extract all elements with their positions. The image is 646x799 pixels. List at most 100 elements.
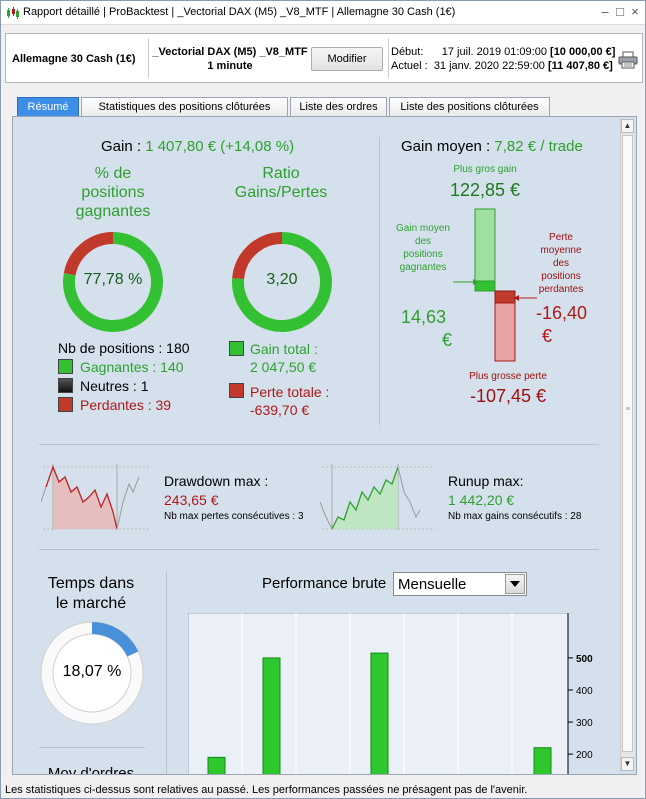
strategy-info: _Vectorial DAX (M5) _V8_MTF 1 minute: [150, 45, 310, 73]
disclaimer: Les statistiques ci-dessus sont relative…: [5, 784, 528, 796]
avg-loss-amount: -16,40: [536, 303, 588, 323]
avg-gain-amount: 14,63: [401, 307, 447, 327]
perte-totale-label: Perte totale :: [250, 384, 330, 400]
avg-gain-label: Gain moyen :: [401, 138, 491, 155]
gain-header: Gain : 1 407,80 € (+14,08 %): [101, 138, 294, 155]
nb-positions: Nb de positions : 180: [58, 340, 190, 356]
summary-panel: Gain : 1 407,80 € (+14,08 %) % de positi…: [12, 116, 637, 775]
y-tick-label: 500: [576, 654, 593, 665]
neutral-swatch: [58, 378, 73, 393]
gain-total-swatch: [229, 341, 244, 356]
tab-liste-ordres[interactable]: Liste des ordres: [290, 97, 387, 116]
scroll-up-icon[interactable]: ▲: [621, 119, 634, 133]
y-tick-label: 300: [576, 718, 593, 729]
time-in-market-donut: [40, 621, 144, 725]
avg-gain-value: 7,82 € / trade: [494, 138, 583, 155]
drawdown-label: Drawdown max :: [164, 473, 269, 489]
tab-statistiques[interactable]: Statistiques des positions clôturées: [81, 97, 288, 116]
gain-value: 1 407,80 € (+14,08 %): [145, 138, 295, 155]
max-loss-value: -107,45 €: [469, 386, 547, 406]
divider: [39, 444, 599, 445]
avg-orders-label: Moy d'ordres: [47, 765, 135, 775]
drawdown-chart: [41, 464, 151, 530]
title-instrument: Allemagne 30 Cash (1€): [336, 6, 456, 18]
chevron-down-icon[interactable]: [505, 574, 525, 594]
date-range: Début: 17 juil. 2019 01:09:00 [10 000,00…: [391, 45, 615, 73]
losing-swatch: [58, 397, 73, 412]
current-value: [11 407,80 €]: [548, 60, 613, 72]
ratio-title: Ratio Gains/Pertes: [234, 165, 328, 201]
time-in-market-title: Temps dans le marché: [47, 575, 135, 612]
runup-value: 1 442,20 €: [448, 492, 515, 508]
avg-loss-positions-label: Perte moyenne des positions perdantes: [538, 232, 584, 295]
ratio-donut: [232, 232, 332, 332]
max-loss-bar: [494, 302, 516, 362]
perf-bar: [370, 652, 389, 774]
y-tick-label: 200: [576, 750, 593, 761]
time-in-market-arc: [91, 622, 139, 657]
donut-loss-arc: [232, 232, 283, 280]
perte-totale-value: -639,70 €: [250, 402, 310, 418]
gain-total-label: Gain total :: [250, 341, 318, 357]
divider: [166, 572, 167, 774]
scroll-thumb[interactable]: ≡: [622, 135, 633, 752]
gain-total: Gain total : 2 047,50 €: [250, 340, 318, 376]
max-gain-label: Plus gros gain: [453, 164, 517, 175]
pct-winning-donut: [63, 232, 163, 332]
max-gain-value: 122,85 €: [449, 180, 521, 200]
period-select[interactable]: Mensuelle: [393, 572, 527, 596]
ratio-value: 3,20: [266, 271, 298, 288]
tab-positions-cloturees[interactable]: Liste des positions clôturées: [389, 97, 550, 116]
perdantes-count: Perdantes : 39: [80, 397, 172, 413]
gain-loss-bars: [453, 208, 537, 362]
tab-resume[interactable]: Résumé: [17, 97, 79, 117]
max-consecutive-gains: Nb max gains consécutifs : 28: [448, 511, 582, 522]
strategy-name: _Vectorial DAX (M5) _V8_MTF: [152, 46, 308, 58]
max-consecutive-losses: Nb max pertes consécutives : 3: [164, 511, 304, 522]
current-date: 31 janv. 2020 22:59:00: [433, 60, 545, 72]
minimize-button[interactable]: –: [601, 4, 609, 19]
vertical-scrollbar[interactable]: ▲ ≡ ▼: [620, 119, 634, 771]
avg-loss-bar: [494, 290, 516, 304]
start-date: 17 juil. 2019 01:09:00: [441, 46, 547, 58]
gain-total-value: 2 047,50 €: [250, 359, 317, 375]
modify-button[interactable]: Modifier: [311, 47, 383, 71]
donut-losing-arc: [63, 232, 114, 276]
runup-chart: [320, 464, 435, 530]
avg-gain-currency: €: [442, 330, 453, 350]
drawdown-value: 243,65 €: [164, 492, 219, 508]
title-strategy: _Vectorial DAX (M5) _V8_MTF: [177, 6, 329, 18]
window-title: Rapport détaillé | ProBacktest | _Vector…: [23, 6, 456, 18]
avg-gain-bar: [474, 280, 496, 292]
winning-swatch: [58, 359, 73, 374]
perf-bar: [262, 657, 281, 774]
start-value: [10 000,00 €]: [550, 46, 616, 58]
runup-label: Runup max:: [448, 473, 524, 489]
y-tick-label: 400: [576, 686, 593, 697]
perf-bar: [207, 756, 226, 774]
avg-gain-positions-label: Gain moyen des positions gagnantes: [396, 223, 450, 273]
donut-winning-arc: [63, 232, 163, 332]
max-gain-bar: [474, 208, 496, 282]
pct-winning-value: 77,78 %: [83, 271, 143, 288]
divider: [148, 38, 149, 78]
divider: [379, 137, 380, 425]
scroll-down-icon[interactable]: ▼: [621, 757, 634, 771]
title-report: Rapport détaillé: [23, 6, 101, 18]
printer-icon[interactable]: [618, 51, 638, 69]
maximize-button[interactable]: □: [616, 4, 624, 19]
pct-winning-title: % de positions gagnantes: [75, 165, 151, 220]
donut-gain-arc: [232, 232, 332, 332]
gain-label: Gain :: [101, 138, 142, 155]
neutres-count: Neutres : 1: [80, 378, 149, 394]
perf-bar: [533, 747, 552, 774]
close-button[interactable]: ×: [631, 4, 639, 19]
candlestick-icon: [7, 7, 19, 19]
start-label: Début:: [391, 46, 424, 58]
current-label: Actuel :: [391, 60, 428, 72]
gagnantes-count: Gagnantes : 140: [80, 359, 184, 375]
perte-totale: Perte totale : -639,70 €: [250, 383, 329, 419]
divider: [39, 747, 145, 748]
title-probacktest: ProBacktest: [109, 6, 169, 18]
